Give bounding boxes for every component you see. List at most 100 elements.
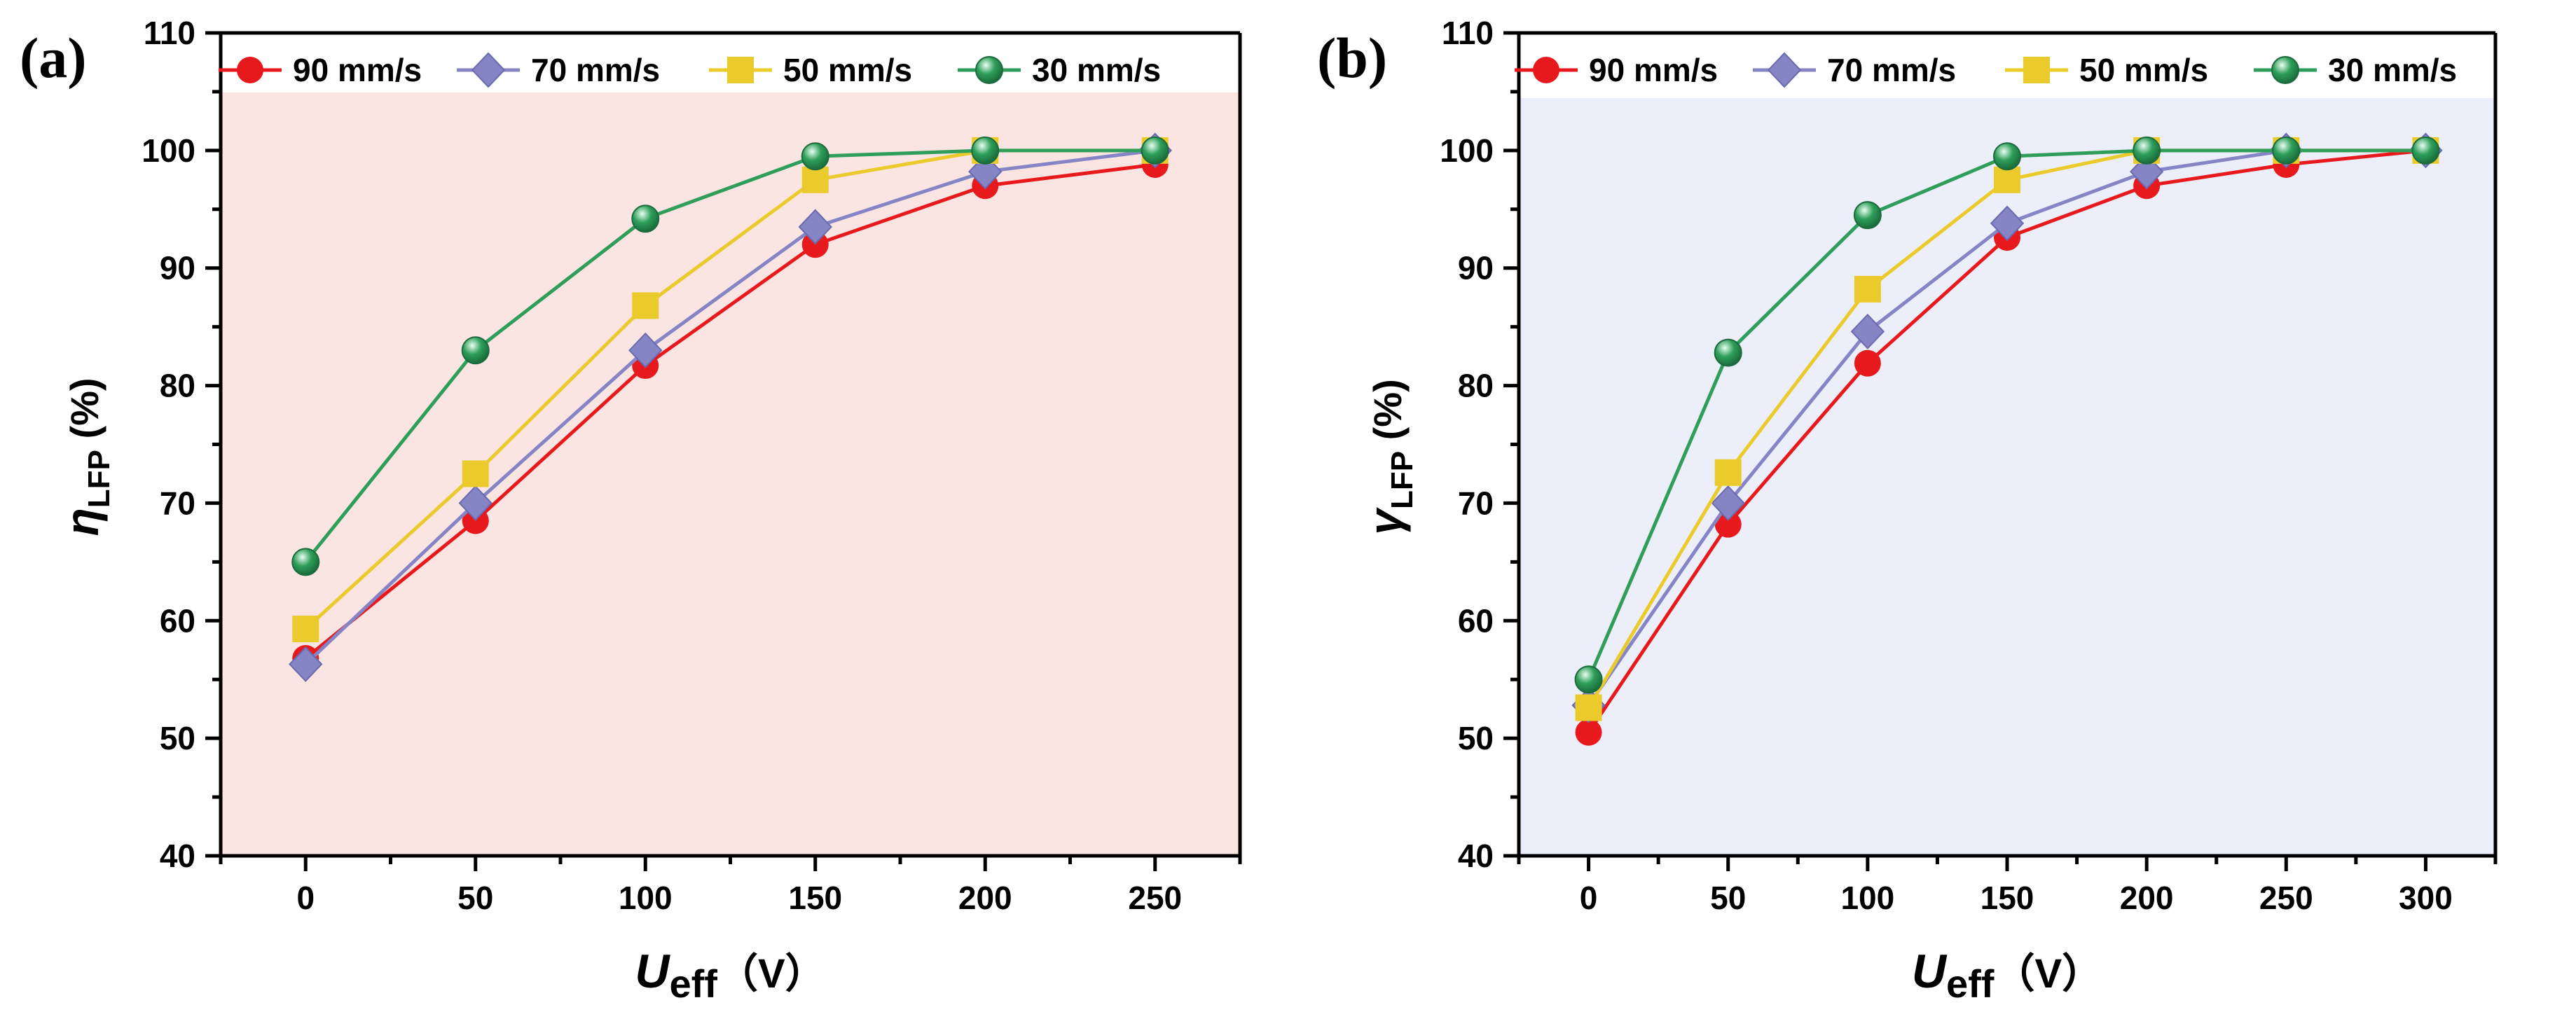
y-axis-title-unit: (%): [62, 377, 106, 450]
data-point: [1853, 201, 1882, 230]
data-point: [1854, 349, 1881, 377]
y-tick-label: 60: [1458, 602, 1494, 639]
data-point: [2133, 136, 2161, 165]
y-axis-title-symbol: γ: [1359, 507, 1411, 535]
y-tick-label: 50: [1458, 720, 1494, 756]
legend-item: 30 mm/s: [958, 52, 1161, 88]
panel-a: 40 50 60 70 80 90 100 110 0 50 100 150 200 250 (a) ηLFP…: [20, 15, 1242, 1006]
y-axis-title: ηLFP (%): [56, 377, 116, 536]
plot-background: [221, 92, 1240, 856]
legend-label: 50 mm/s: [2079, 52, 2208, 88]
x-tick-label: 150: [788, 880, 842, 916]
panel-label: (a): [20, 26, 87, 90]
x-tick-label: 100: [619, 880, 673, 916]
y-tick-label: 40: [1458, 838, 1494, 874]
data-point: [1574, 665, 1603, 694]
x-axis-title: Ueff（V）: [635, 945, 825, 1006]
data-point: [1714, 338, 1742, 367]
series-30-mm-s: [291, 136, 1169, 576]
y-axis-title: γLFP (%): [1359, 379, 1419, 534]
x-tick-label: 50: [457, 880, 493, 916]
y-axis-title-unit: (%): [1365, 379, 1410, 451]
y-tick-label: 90: [1458, 250, 1494, 286]
legend-item: 70 mm/s: [457, 52, 660, 88]
panel-b: 40 50 60 70 80 90 100 110 0 50 100 150 200 250 300 (b) γ…: [1317, 15, 2498, 1006]
data-point: [801, 166, 829, 193]
data-point: [628, 332, 663, 368]
y-tick-label: 50: [160, 720, 195, 756]
y-tick-label: 110: [144, 15, 195, 51]
legend: 90 mm/s 70 mm/s 50 mm/s 30 mm/s: [219, 52, 1161, 88]
legend-label: 90 mm/s: [293, 52, 422, 88]
data-point: [292, 616, 319, 643]
data-point: [1714, 511, 1742, 538]
y-axis-title-subscript: LFP: [1385, 451, 1419, 509]
data-point: [461, 336, 490, 365]
x-axis-title-unit: （V）: [1994, 951, 2102, 997]
x-tick-label: 200: [2120, 880, 2174, 916]
data-point: [462, 460, 489, 487]
y-axis-title-symbol: η: [56, 508, 108, 536]
x-tick-label: 0: [296, 880, 315, 916]
y-tick-label: 90: [160, 250, 195, 286]
data-point: [1990, 205, 2025, 242]
legend-marker: [2271, 56, 2299, 84]
y-tick-label: 80: [1458, 368, 1494, 404]
series-line: [304, 162, 1156, 660]
data-point: [1993, 142, 2021, 171]
data-point: [632, 292, 659, 319]
x-tick-label: 50: [1710, 880, 1746, 916]
y-tick-label: 100: [142, 132, 195, 169]
legend-item: 90 mm/s: [1515, 52, 1718, 88]
x-axis-title: Ueff（V）: [1912, 945, 2102, 1006]
x-tick-label: 200: [958, 880, 1012, 916]
legend-marker: [975, 56, 1003, 84]
y-tick-label: 70: [160, 485, 195, 521]
legend-item: 50 mm/s: [2005, 52, 2208, 88]
y-tick-label: 110: [1442, 15, 1494, 51]
x-axis-title-subscript: eff: [669, 962, 717, 1006]
legend-item: 50 mm/s: [709, 52, 912, 88]
legend-marker: [2023, 57, 2050, 83]
y-tick-label: 80: [160, 368, 195, 404]
data-point: [2411, 136, 2440, 165]
data-point: [289, 646, 323, 682]
legend-marker: [727, 57, 754, 83]
x-tick-label: 250: [1128, 880, 1182, 916]
x-tick-label: 0: [1580, 880, 1598, 916]
legend-label: 70 mm/s: [531, 52, 660, 88]
data-point: [1850, 313, 1885, 349]
series-70-mm-s: [289, 132, 1172, 682]
legend-item: 90 mm/s: [219, 52, 422, 88]
data-point: [798, 209, 832, 245]
x-axis-title-symbol: U: [1912, 945, 1948, 998]
panel-label: (b): [1317, 26, 1387, 90]
x-axis-title-symbol: U: [635, 945, 670, 998]
data-point: [1575, 719, 1602, 746]
y-tick-label: 60: [160, 602, 195, 639]
x-tick-label: 300: [2399, 880, 2453, 916]
data-point: [1994, 166, 2020, 193]
legend-label: 30 mm/s: [1032, 52, 1161, 88]
data-point: [291, 548, 320, 576]
x-tick-label: 150: [1981, 880, 2034, 916]
legend-label: 90 mm/s: [1589, 52, 1718, 88]
data-point: [2129, 153, 2164, 190]
data-point: [801, 142, 829, 171]
legend-marker: [1533, 57, 1559, 83]
data-point: [631, 205, 660, 233]
data-point: [971, 136, 1000, 165]
y-axis-title-subscript: LFP: [82, 450, 116, 508]
y-tick-label: 100: [1440, 132, 1494, 169]
data-point: [1854, 275, 1881, 303]
legend-item: 70 mm/s: [1753, 52, 1956, 88]
y-tick-label: 40: [160, 838, 195, 874]
legend-marker: [1767, 52, 1802, 88]
series-30-mm-s: [1574, 136, 2440, 694]
legend-label: 30 mm/s: [2328, 52, 2457, 88]
legend-marker: [237, 57, 263, 83]
x-tick-label: 250: [2259, 880, 2313, 916]
data-point: [458, 485, 493, 521]
data-point: [2272, 136, 2301, 165]
